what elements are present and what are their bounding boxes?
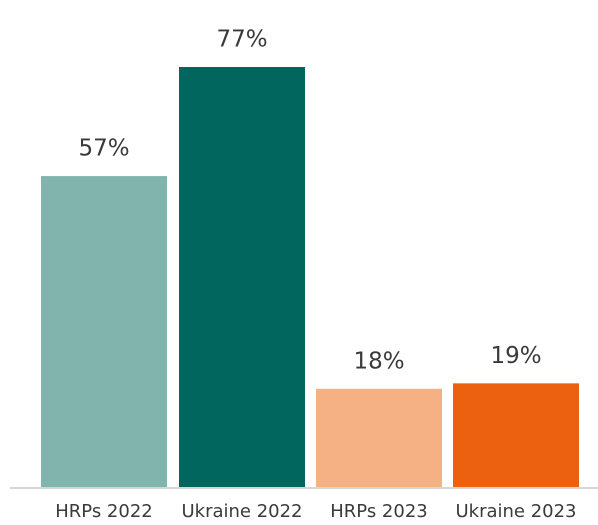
value-label: 19% [490, 343, 541, 369]
category-label: Ukraine 2022 [181, 501, 302, 522]
bar [316, 388, 442, 487]
bar [453, 383, 579, 487]
value-label: 77% [216, 27, 267, 53]
value-label: 18% [353, 348, 404, 374]
category-label: HRPs 2023 [330, 501, 428, 522]
category-label: HRPs 2022 [55, 501, 153, 522]
category-label: Ukraine 2023 [455, 501, 576, 522]
bar [41, 176, 167, 487]
bar [179, 67, 305, 487]
value-label: 57% [78, 136, 129, 162]
